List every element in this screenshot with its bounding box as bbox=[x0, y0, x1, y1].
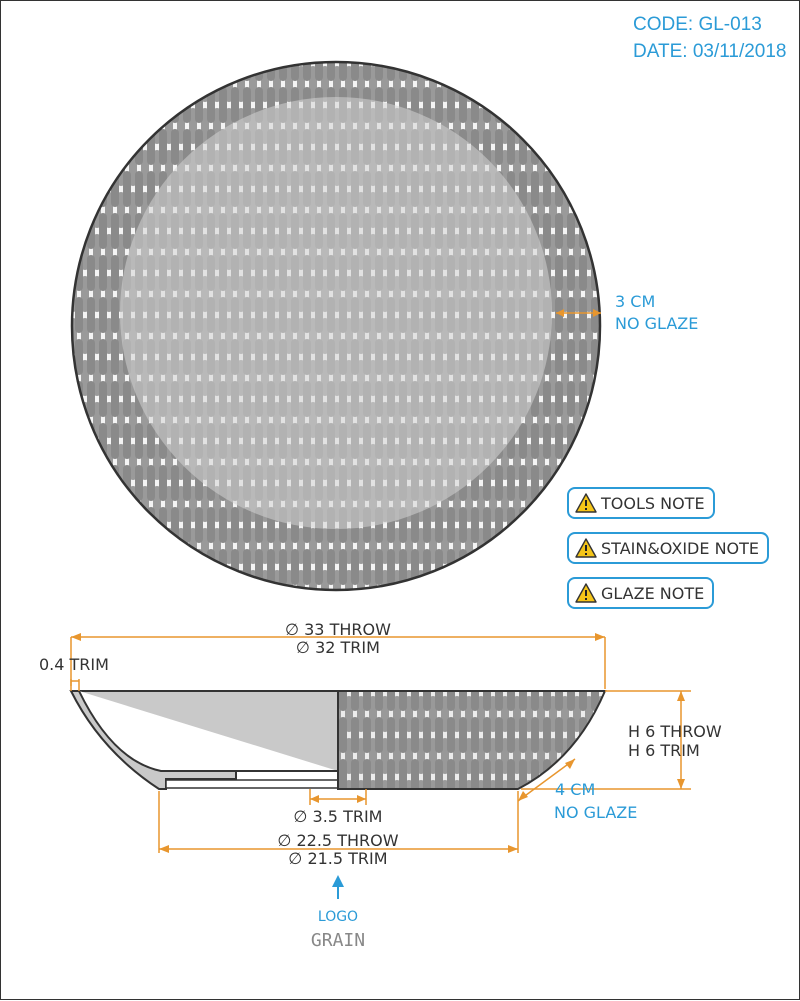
foot-no-glaze-dimension bbox=[517, 758, 576, 802]
wall-trim-dimension bbox=[70, 679, 80, 691]
warning-icon bbox=[575, 493, 597, 513]
foot-note-glaze: NO GLAZE bbox=[554, 803, 637, 822]
logo-label: LOGO bbox=[318, 909, 358, 925]
rim-note-size: 3 CM bbox=[615, 292, 655, 311]
glaze-note-button[interactable]: GLAZE NOTE bbox=[567, 577, 715, 609]
top-view-plate bbox=[70, 60, 602, 592]
logo-stamp: GRAIN bbox=[311, 930, 365, 951]
diameter-throw-label: ∅ 33 THROW bbox=[285, 620, 391, 639]
warning-icon bbox=[575, 538, 597, 558]
foot-note-size: 4 CM bbox=[555, 780, 595, 799]
base-throw-label: ∅ 22.5 THROW bbox=[277, 831, 398, 850]
foot-ring-dimension bbox=[309, 789, 367, 805]
drawing-date: DATE: 03/11/2018 bbox=[633, 41, 787, 62]
section-left-half bbox=[69, 690, 339, 790]
tools-note-button[interactable]: TOOLS NOTE bbox=[567, 487, 715, 519]
height-trim-label: H 6 TRIM bbox=[628, 741, 700, 760]
diameter-trim-label: ∅ 32 TRIM bbox=[296, 638, 380, 657]
warning-icon bbox=[575, 583, 597, 603]
base-trim-label: ∅ 21.5 TRIM bbox=[288, 849, 387, 868]
base-dimension bbox=[158, 791, 519, 853]
drawing-header: CODE: GL-013 DATE: 03/11/2018 bbox=[633, 11, 787, 65]
rim-note-glaze: NO GLAZE bbox=[615, 314, 698, 333]
tools-note-label: TOOLS NOTE bbox=[601, 493, 705, 513]
height-dimension bbox=[521, 690, 691, 790]
logo-arrow-icon bbox=[332, 875, 344, 899]
foot-ring-label: ∅ 3.5 TRIM bbox=[294, 807, 383, 826]
section-right-half bbox=[337, 690, 607, 790]
drawing-code: CODE: GL-013 bbox=[633, 14, 762, 35]
stain-oxide-note-button[interactable]: STAIN&OXIDE NOTE bbox=[567, 532, 770, 564]
glaze-note-label: GLAZE NOTE bbox=[601, 583, 705, 603]
plate-rim bbox=[70, 60, 602, 592]
glaze-pattern bbox=[72, 62, 600, 590]
plate-well bbox=[120, 97, 552, 529]
diameter-dimension bbox=[70, 633, 606, 689]
rim-dimension bbox=[556, 309, 601, 317]
wall-trim-label: 0.4 TRIM bbox=[39, 655, 109, 674]
height-throw-label: H 6 THROW bbox=[628, 722, 722, 741]
stain-oxide-note-label: STAIN&OXIDE NOTE bbox=[601, 538, 760, 558]
